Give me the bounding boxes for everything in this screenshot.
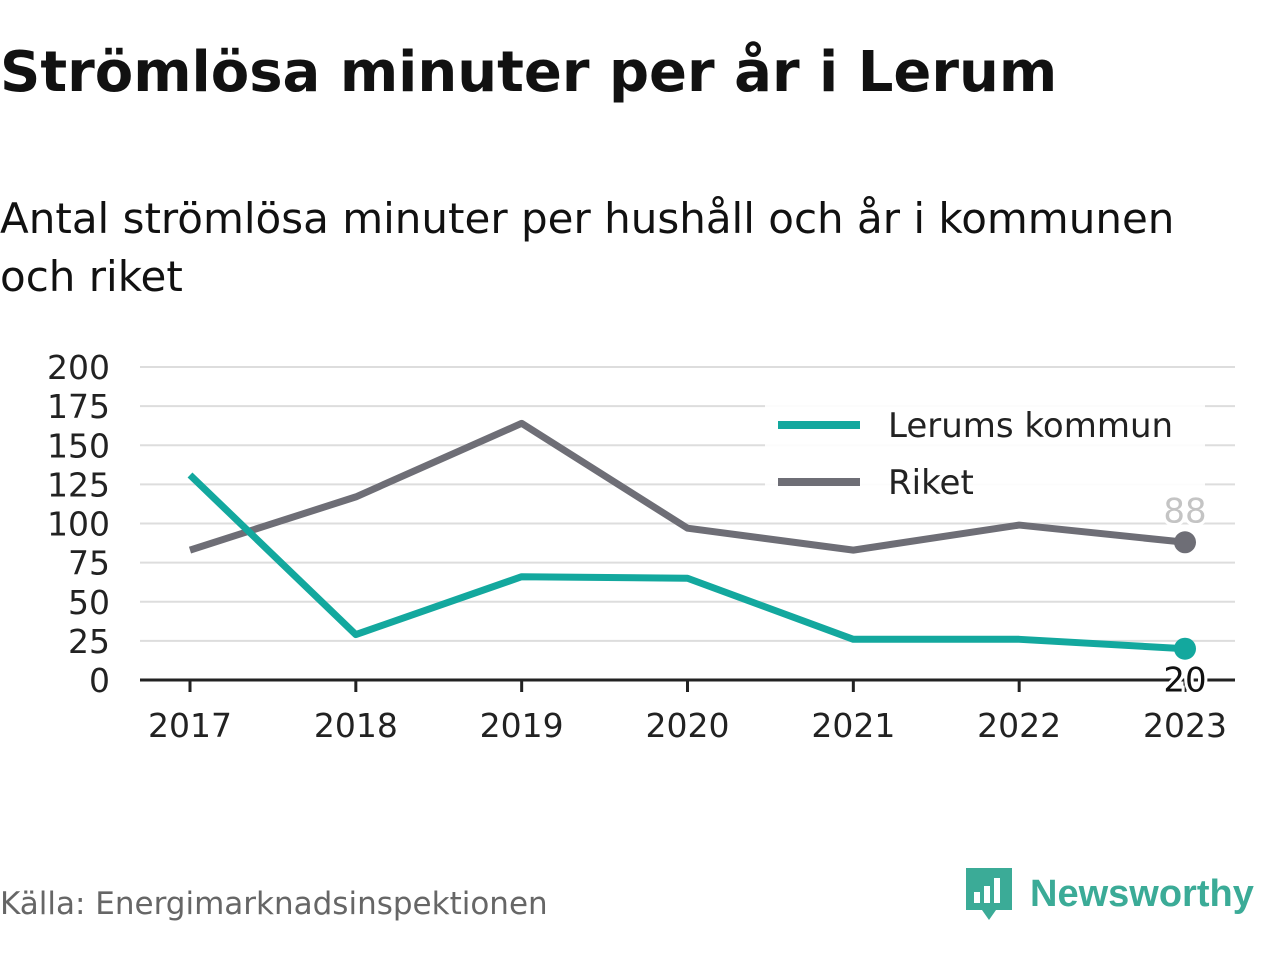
chart-subtitle: Antal strömlösa minuter per hushåll och … — [0, 194, 1175, 301]
y-tick-label: 0 — [89, 661, 110, 700]
x-tick-label: 2023 — [1143, 706, 1227, 745]
y-tick-label: 25 — [68, 622, 110, 661]
end-value-label: 88 — [1163, 491, 1206, 531]
chart-title: Strömlösa minuter per år i Lerum — [0, 40, 1058, 105]
end-value-label: 20 — [1163, 661, 1206, 701]
y-tick-label: 100 — [47, 505, 110, 544]
y-tick-label: 150 — [47, 426, 110, 465]
y-tick-label: 75 — [68, 544, 110, 583]
series-line — [188, 419, 1186, 554]
series-line — [187, 472, 1186, 653]
brand-name: Newsworthy — [1030, 872, 1254, 915]
x-tick-label: 2019 — [480, 706, 564, 745]
source-note: Källa: Energimarknadsinspektionen — [0, 886, 548, 922]
data-point — [1174, 531, 1196, 554]
y-tick-label: 50 — [68, 583, 110, 622]
x-tick-label: 2018 — [314, 706, 398, 745]
x-tick-label: 2022 — [977, 706, 1061, 745]
data-point — [1174, 637, 1196, 660]
x-tick-label: 2020 — [646, 706, 730, 745]
legend-label: Lerums kommun — [888, 406, 1173, 446]
newsworthy-logo-icon — [966, 868, 1012, 920]
legend-label: Riket — [888, 463, 974, 503]
brand-logo[interactable]: Newsworthy — [962, 864, 1254, 924]
y-tick-label: 125 — [47, 465, 110, 504]
x-tick-label: 2017 — [148, 706, 232, 745]
y-tick-label: 175 — [47, 387, 110, 426]
x-tick-label: 2021 — [811, 706, 895, 745]
y-tick-label: 200 — [47, 348, 110, 387]
